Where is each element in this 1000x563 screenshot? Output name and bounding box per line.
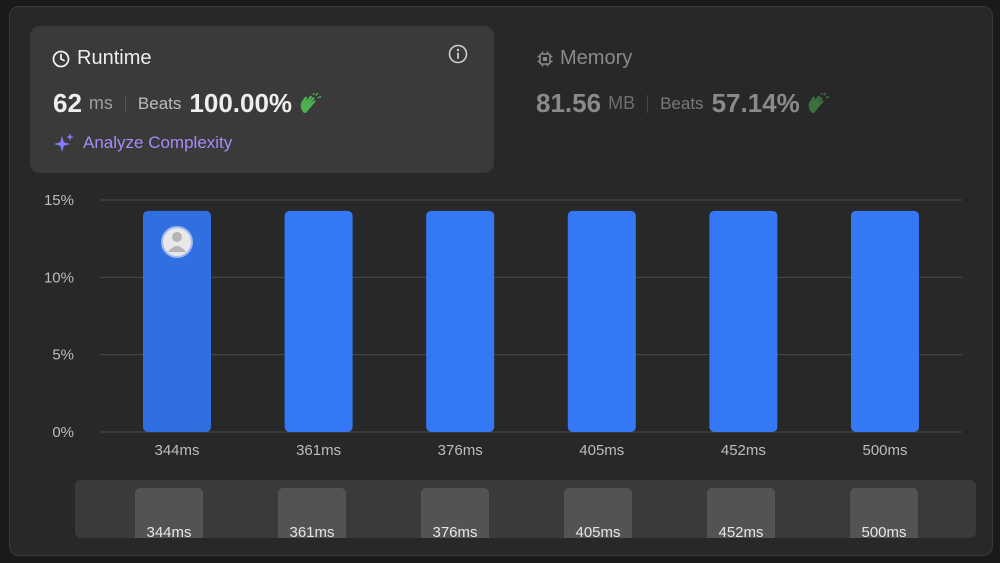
x-tick-label: 452ms	[721, 442, 766, 459]
x-tick-label: 405ms	[579, 442, 624, 459]
divider	[647, 94, 649, 113]
chart-bar[interactable]	[143, 210, 211, 432]
clap-icon	[300, 92, 322, 113]
y-tick-label: 15%	[44, 192, 74, 209]
chart-bar[interactable]	[284, 210, 353, 432]
range-selector-label: 500ms	[861, 524, 907, 538]
sparkle-icon	[54, 133, 74, 152]
x-tick-label: 376ms	[438, 442, 483, 459]
analyze-complexity-label: Analyze Complexity	[83, 133, 233, 152]
runtime-card[interactable]: Runtime 62 ms Beats 100.00% Analyze Comp	[30, 26, 494, 173]
memory-beats-label: Beats	[660, 93, 704, 113]
range-selector[interactable]: 344ms 361ms 376ms 405ms 452ms 500ms	[75, 480, 976, 538]
range-selector-bar[interactable]	[707, 488, 775, 538]
memory-unit: MB	[608, 93, 636, 113]
range-selector-bar[interactable]	[850, 488, 918, 538]
range-selector-label: 361ms	[289, 524, 335, 538]
range-selector-label: 344ms	[146, 524, 192, 538]
runtime-value: 62	[53, 88, 82, 118]
memory-title: Memory	[560, 47, 633, 69]
clap-icon	[808, 92, 829, 113]
avatar	[161, 226, 193, 258]
chip-icon	[537, 51, 553, 66]
y-tick-label: 5%	[52, 347, 74, 364]
range-selector-label: 405ms	[575, 524, 621, 538]
chart-bar[interactable]	[709, 210, 778, 432]
range-selector-bar[interactable]	[564, 488, 632, 538]
range-selector-bar[interactable]	[278, 488, 346, 538]
runtime-unit: ms	[88, 93, 113, 113]
range-selector-bar[interactable]	[135, 488, 203, 538]
clock-icon	[52, 50, 70, 67]
runtime-beats-value: 100.00%	[189, 88, 293, 118]
memory-card[interactable]: Memory 81.56 MB Beats 57.14%	[520, 26, 970, 173]
divider	[124, 94, 126, 113]
x-tick-label: 500ms	[862, 442, 907, 459]
analyze-complexity-button[interactable]: Analyze Complexity	[53, 132, 232, 154]
memory-value: 81.56	[536, 88, 602, 118]
info-icon[interactable]	[448, 44, 468, 64]
range-selector-bar[interactable]	[421, 488, 489, 538]
chart-bar[interactable]	[426, 210, 495, 432]
memory-beats-value: 57.14%	[711, 88, 800, 118]
runtime-title: Runtime	[77, 47, 152, 69]
range-selector-label: 452ms	[718, 524, 764, 538]
chart-bar[interactable]	[567, 210, 636, 432]
y-tick-label: 0%	[52, 424, 74, 441]
x-tick-label: 344ms	[154, 442, 199, 459]
range-selector-label: 376ms	[432, 524, 478, 538]
x-tick-label: 361ms	[296, 442, 341, 459]
y-tick-label: 10%	[44, 269, 74, 286]
chart-bar[interactable]	[851, 210, 919, 432]
runtime-beats-label: Beats	[137, 93, 182, 113]
